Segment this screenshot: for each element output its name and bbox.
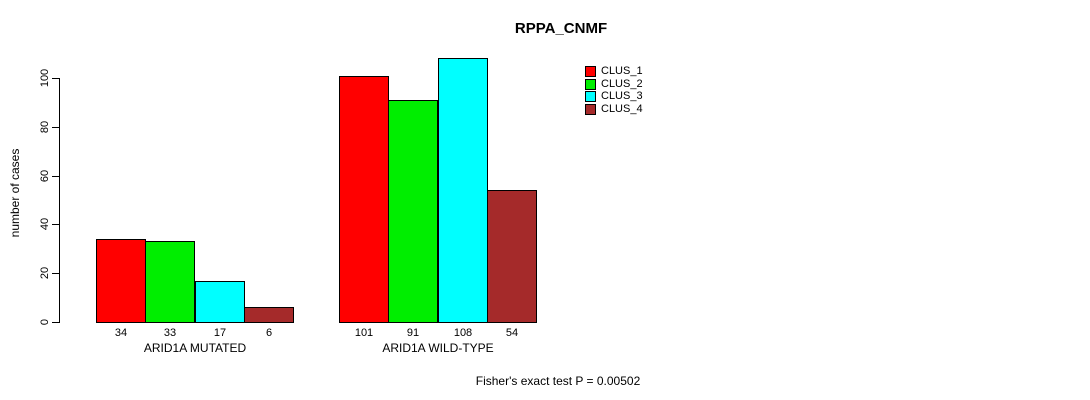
fisher-test-annotation: Fisher's exact test P = 0.00502 — [475, 374, 641, 388]
legend-swatch-clus_1 — [585, 66, 596, 77]
y-tick-label: 80 — [39, 120, 51, 134]
y-tick-mark — [52, 322, 59, 323]
bar-value-label: 101 — [354, 327, 374, 339]
legend-label-clus_1: CLUS_1 — [601, 65, 643, 77]
y-tick-mark — [52, 176, 59, 177]
x-category-label: ARID1A MUTATED — [143, 341, 247, 355]
bar-value-label: 54 — [505, 327, 519, 339]
bar-value-label: 108 — [453, 327, 473, 339]
bar-clus_2-group2 — [388, 100, 438, 323]
y-tick-label: 20 — [39, 266, 51, 280]
y-tick-mark — [52, 127, 59, 128]
legend-label-clus_4: CLUS_4 — [601, 103, 643, 115]
legend-swatch-clus_2 — [585, 79, 596, 90]
bar-value-label: 91 — [406, 327, 420, 339]
y-tick-label: 40 — [39, 217, 51, 231]
y-tick-label: 0 — [39, 318, 51, 326]
chart-title: RPPA_CNMF — [514, 20, 608, 37]
y-tick-label: 100 — [39, 68, 51, 88]
bar-value-label: 17 — [213, 327, 227, 339]
y-axis-line — [59, 78, 60, 323]
legend-label-clus_3: CLUS_3 — [601, 90, 643, 102]
bar-clus_3-group2 — [438, 58, 488, 323]
legend-swatch-clus_4 — [585, 104, 596, 115]
y-tick-label: 60 — [39, 169, 51, 183]
bar-value-label: 6 — [265, 327, 273, 339]
y-axis-label: number of cases — [8, 148, 22, 238]
legend-swatch-clus_3 — [585, 91, 596, 102]
bar-clus_1-group1 — [96, 239, 146, 323]
y-tick-mark — [52, 273, 59, 274]
bar-value-label: 34 — [114, 327, 128, 339]
bar-value-label: 33 — [163, 327, 177, 339]
bar-clus_3-group1 — [195, 281, 245, 323]
bar-clus_2-group1 — [145, 241, 195, 323]
x-category-label: ARID1A WILD-TYPE — [382, 341, 494, 355]
bar-clus_4-group1 — [244, 307, 294, 323]
y-tick-mark — [52, 224, 59, 225]
bar-clus_4-group2 — [487, 190, 537, 323]
y-tick-mark — [52, 78, 59, 79]
legend-label-clus_2: CLUS_2 — [601, 78, 643, 90]
bar-clus_1-group2 — [339, 76, 389, 323]
